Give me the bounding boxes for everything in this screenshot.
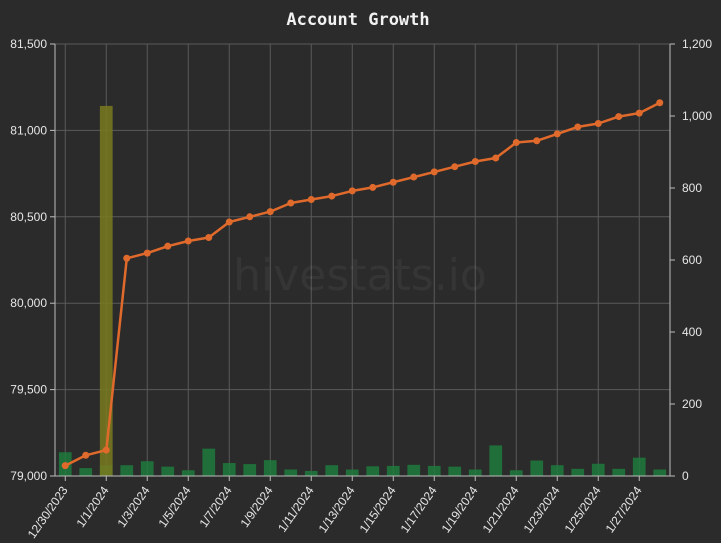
bar [120,465,134,476]
y-right-tick-label: 1,200 [682,37,712,51]
data-point [471,158,479,166]
bar [325,465,339,476]
bar [79,468,93,476]
grid-lines [55,43,670,477]
x-tick-label: 1/23/2024 [521,483,563,535]
x-tick-label: 1/11/2024 [275,483,317,534]
x-tick-label: 1/15/2024 [357,483,399,535]
bar [489,445,503,476]
data-point [574,123,582,131]
watermark-text: hivestats.io [233,250,487,301]
bar [591,463,605,476]
data-point [492,154,500,162]
data-point [287,199,295,207]
data-point [410,173,418,181]
data-point [205,234,213,242]
data-point [328,192,336,200]
x-tick-label: 1/9/2024 [237,483,275,530]
data-point [61,462,69,470]
data-point [656,99,664,107]
data-point [389,178,397,186]
bar [243,464,257,476]
bar [530,460,544,476]
data-point [184,237,192,245]
data-point [430,168,438,176]
chart-title: Account Growth [286,10,429,30]
x-tick-label: 1/27/2024 [603,483,645,535]
y-left-tick-label: 79,000 [10,469,47,483]
bar [571,468,585,476]
data-point [635,109,643,117]
total-line [61,99,664,470]
x-tick-label: 1/13/2024 [316,483,358,535]
y-left-tick-label: 81,000 [10,123,47,137]
data-point [594,119,602,127]
x-tick-label: 1/1/2024 [73,483,111,530]
bar [161,466,175,476]
bar [468,469,482,476]
x-tick-label: 1/5/2024 [155,483,193,530]
bar [407,464,421,476]
x-tick-label: 1/7/2024 [196,483,234,530]
y-right-tick-label: 600 [682,253,702,267]
data-point [225,218,233,226]
y-left-tick-label: 80,000 [10,296,47,310]
growth-line [64,101,661,467]
data-point [553,130,561,138]
x-tick-label: 1/21/2024 [480,483,522,535]
daily-bars [58,105,667,477]
bar [386,465,400,476]
data-point [246,213,254,221]
bar [612,468,626,476]
x-tick-label: 1/19/2024 [439,483,481,535]
data-point [533,137,541,145]
y-left-tick-label: 80,500 [10,210,47,224]
data-point [615,113,623,121]
bar [284,469,298,476]
data-point [102,446,110,454]
x-tick-label: 1/3/2024 [114,483,152,530]
bar [653,469,667,476]
x-tick-label: 1/25/2024 [562,483,604,535]
bar [222,463,236,476]
data-point [123,254,131,262]
data-point [348,187,356,195]
y-right-tick-label: 800 [682,181,702,195]
data-point [164,242,172,250]
bar [366,466,380,476]
bar [263,460,277,476]
bar [99,105,113,477]
y-right-tick-label: 0 [682,469,689,483]
y-left-tick-label: 81,500 [10,37,47,51]
data-point [307,196,315,204]
bar [140,461,154,476]
bar [181,470,195,476]
y-right-tick-label: 200 [682,397,702,411]
data-point [266,208,274,216]
data-point [369,183,377,191]
data-point [82,451,90,459]
data-point [512,138,520,146]
bar [304,470,318,476]
data-point [143,249,151,257]
bar [448,466,462,476]
x-tick-label: 12/30/2023 [25,483,71,540]
bar [550,465,564,476]
bar [632,457,646,476]
bar [509,470,523,476]
bar [427,465,441,476]
data-point [451,163,459,171]
bar [202,448,216,476]
y-right-tick-label: 1,000 [682,109,712,123]
bar [345,469,359,476]
x-tick-label: 1/17/2024 [398,483,440,535]
y-left-tick-label: 79,500 [10,383,47,397]
y-right-tick-label: 400 [682,325,702,339]
